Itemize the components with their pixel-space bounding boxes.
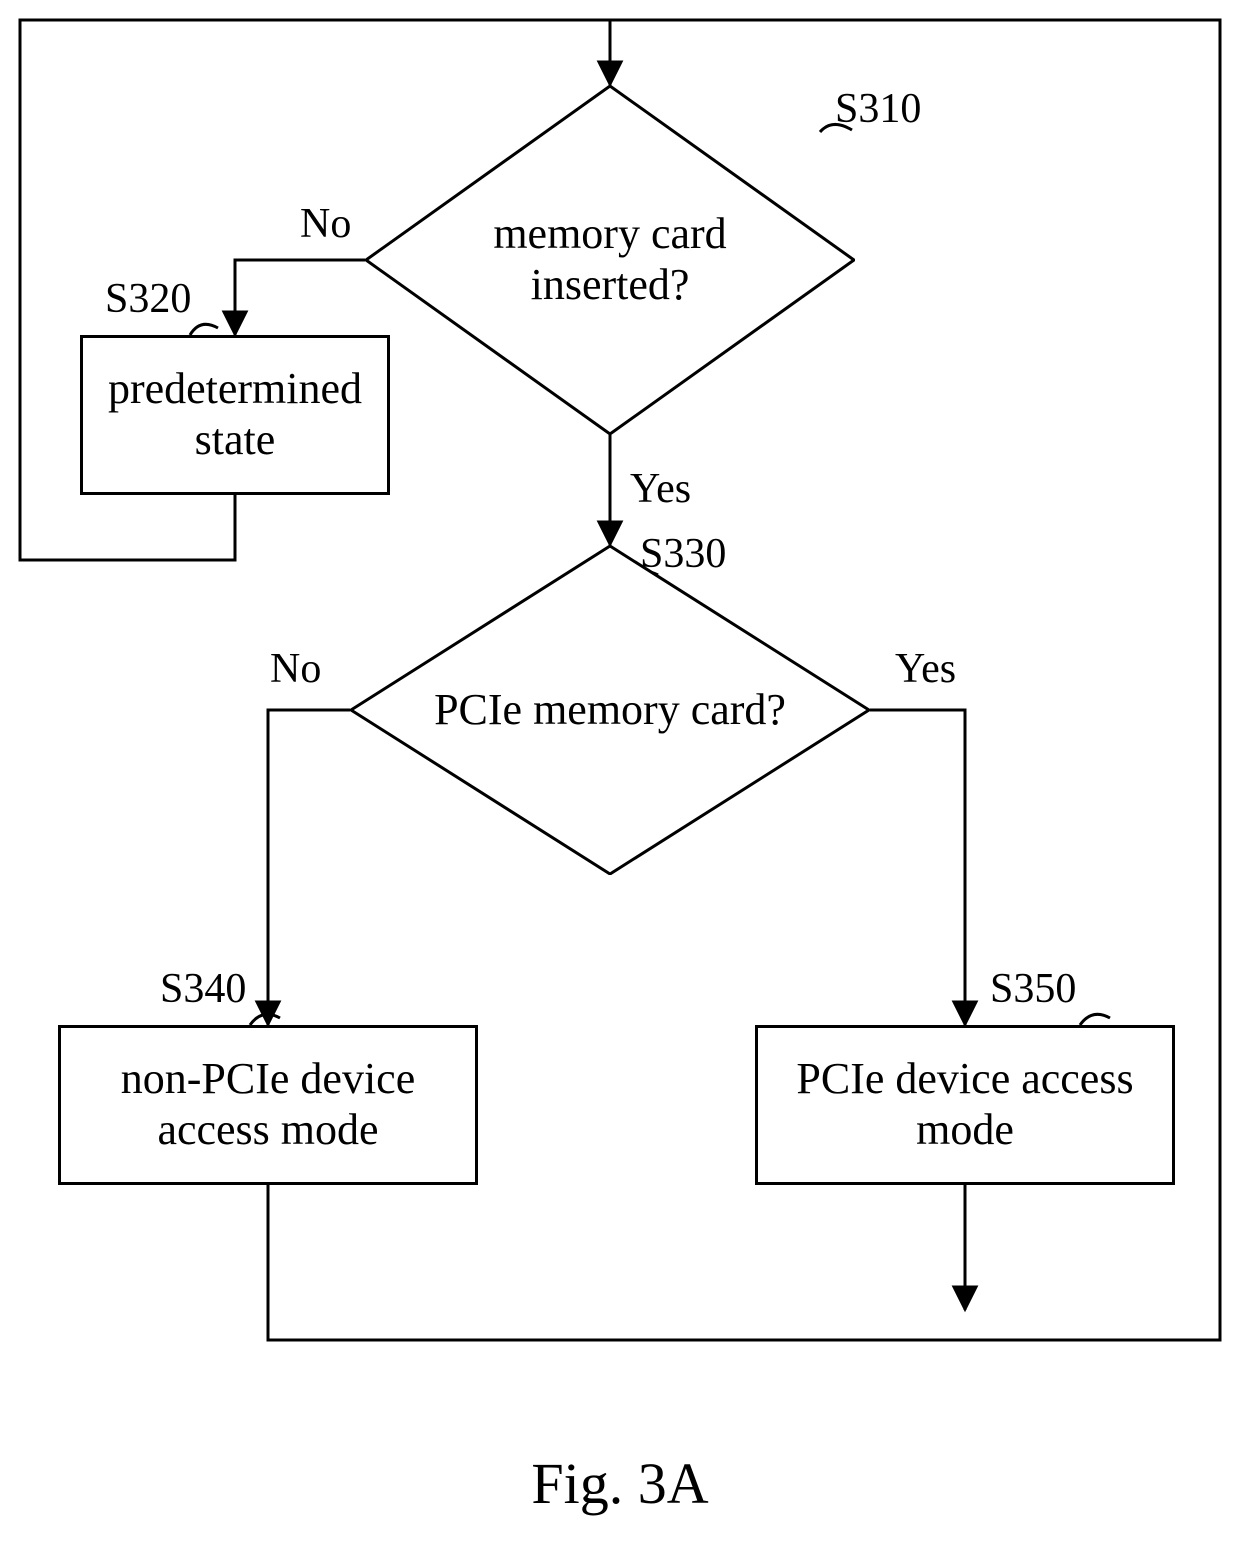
process-text: predetermined state	[83, 364, 387, 465]
step-label-s310: S310	[835, 85, 921, 133]
edge-s330_no_s340	[268, 710, 350, 1025]
edge-label-no: No	[300, 200, 351, 248]
edge-s340_down	[268, 1185, 965, 1340]
edge-label-yes: Yes	[895, 645, 956, 693]
decision-pcie-memory-card: PCIe memory card?	[350, 545, 870, 875]
edge-label-no: No	[270, 645, 321, 693]
edge-s310_no_s320	[235, 260, 365, 335]
process-non-pcie-access-mode: non-PCIe device access mode	[58, 1025, 478, 1185]
decision-text: memory card inserted?	[365, 85, 855, 435]
figure-caption: Fig. 3A	[0, 1450, 1240, 1517]
flowchart-canvas: memory card inserted? PCIe memory card? …	[0, 0, 1240, 1566]
step-tick-s320	[190, 324, 218, 335]
step-label-s340: S340	[160, 965, 246, 1013]
step-tick-s340	[250, 1014, 280, 1025]
decision-text: PCIe memory card?	[350, 545, 870, 875]
process-text: non-PCIe device access mode	[61, 1054, 475, 1155]
step-tick-s350	[1080, 1014, 1110, 1025]
step-label-s350: S350	[990, 965, 1076, 1013]
step-label-s330: S330	[640, 530, 726, 578]
process-text: PCIe device access mode	[758, 1054, 1172, 1155]
decision-memory-card-inserted: memory card inserted?	[365, 85, 855, 435]
edge-s330_yes_s350	[870, 710, 965, 1025]
process-pcie-access-mode: PCIe device access mode	[755, 1025, 1175, 1185]
edge-label-yes: Yes	[630, 465, 691, 513]
step-label-s320: S320	[105, 275, 191, 323]
process-predetermined-state: predetermined state	[80, 335, 390, 495]
